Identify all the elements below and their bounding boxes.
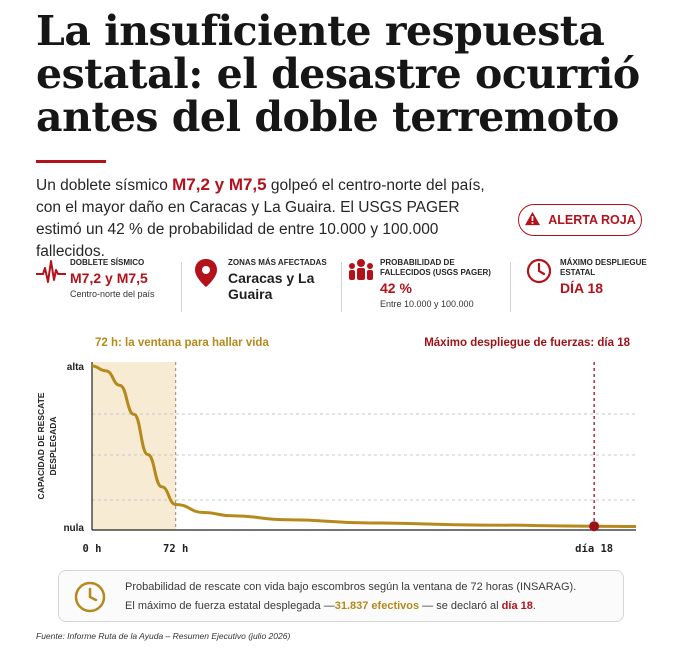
stat-label: DOBLETE SÍSMICO [70,258,145,267]
seismograph-icon [36,258,70,320]
y-tick-label: nula [63,523,84,534]
info-line-2: El máximo de fuerza estatal desplegada —… [125,600,536,612]
stat-seismic: DOBLETE SÍSMICO M7,2 y M7,5 Centro-norte… [36,258,176,320]
y-tick-label: alta [67,362,85,373]
info-day-value: día 18 [501,600,533,612]
stat-sub: Entre 10.000 y 100.000 [380,299,474,309]
intro-part2: golpeó el centro-norte del país, con el … [36,177,485,260]
x-tick-label: 0 h [83,543,102,555]
clock-icon [526,258,560,320]
window-72h-band [92,362,176,530]
stat-sub: Centro-norte del país [70,289,155,299]
stat-value: Caracas y La Guaira [228,270,315,302]
info-text-end: . [532,600,536,612]
info-text-a: El máximo de fuerza estatal desplegada — [125,600,335,612]
stat-divider [510,262,511,312]
deployment-point [589,521,600,532]
source-note: Fuente: Informe Ruta de la Ayuda – Resum… [36,631,291,641]
stat-label: ZONAS MÁS AFECTADAS [228,258,327,267]
x-tick-label: día 18 [575,543,613,555]
warning-icon [524,211,541,229]
stat-label: PROBABILIDAD DE FALLECIDOS (USGS PAGER) [380,258,491,277]
stats-row: DOBLETE SÍSMICO M7,2 y M7,5 Centro-norte… [36,258,648,320]
info-forces-value: 31.837 efectivos [334,600,420,612]
alert-badge: ALERTA ROJA [518,204,642,236]
stat-label: MÁXIMO DESPLIEGUE ESTATAL [560,258,647,277]
y-axis-label: CAPACIDAD DE RESCATE DESPLEGADA [36,392,58,499]
stat-value: DÍA 18 [560,280,604,296]
rescue-capacity-chart: alta nula 0 h 72 h día 18 CAPACIDAD DE RESCAT… [36,362,637,555]
x-tick-label: 72 h [163,543,188,555]
deployment-annotation: Máximo despliegue de fuerzas: día 18 [424,337,630,349]
intro-highlight: M7,2 y M7,5 [172,175,267,194]
intro-part1: Un doblete sísmico [36,177,173,194]
map-pin-icon [194,258,228,320]
intro-text: Un doblete sísmico M7,2 y M7,5 golpeó el… [36,174,508,263]
page-title: La insuficiente respuesta estatal: el de… [36,7,640,141]
info-box: Probabilidad de rescate con vida bajo es… [58,570,624,622]
info-line-1: Probabilidad de rescate con vida bajo es… [125,581,577,593]
stat-probability: PROBABILIDAD DE FALLECIDOS (USGS PAGER) … [346,258,506,320]
stat-deployment: MÁXIMO DESPLIEGUE ESTATAL DÍA 18 [526,258,648,320]
stat-divider [181,262,182,312]
clock-icon [73,580,107,619]
people-icon [346,258,380,320]
stat-zones: ZONAS MÁS AFECTADAS Caracas y La Guaira [194,258,344,320]
stat-divider [341,262,342,312]
title-divider [36,160,106,163]
info-text-b: — se declaró al [419,600,502,612]
alert-label: ALERTA ROJA [548,213,636,227]
stat-value: M7,2 y M7,5 [70,270,148,286]
stat-value: 42 % [380,280,412,296]
window-annotation: 72 h: la ventana para hallar vida [95,337,269,349]
